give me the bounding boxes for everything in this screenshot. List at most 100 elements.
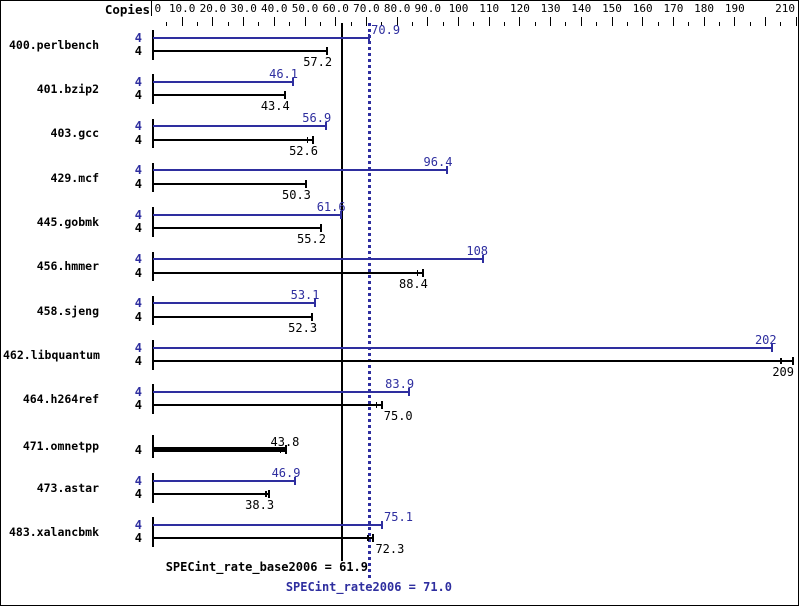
- bar-end-cap: [421, 268, 424, 277]
- group-axis-segment: [152, 30, 154, 60]
- axis-tick-major: [488, 17, 490, 26]
- group-axis-segment: [152, 435, 154, 459]
- axis-tick-major: [519, 17, 521, 26]
- base-bar: [153, 94, 285, 97]
- peak-bar: [153, 523, 383, 526]
- peak-bar: [153, 36, 370, 39]
- bar-value-label: 75.1: [384, 509, 413, 524]
- axis-tick-minor: [626, 22, 628, 26]
- benchmark-label: 483.xalancbmk: [8, 525, 99, 540]
- base-bar: [153, 315, 313, 318]
- copies-label: 4: [134, 221, 142, 236]
- axis-tick-major: [734, 17, 736, 26]
- copies-label: 4: [134, 340, 142, 355]
- bar-end-cap: [311, 135, 314, 144]
- peak-bar: [153, 169, 448, 172]
- bar-end-cap: [304, 179, 307, 188]
- bar-value-label: 52.6: [289, 143, 318, 158]
- base-bar: [153, 271, 423, 274]
- axis-tick-label: 60.0: [322, 2, 349, 15]
- base-bar: [153, 182, 306, 185]
- bar-value-label: 70.9: [371, 22, 401, 37]
- axis-tick-minor: [319, 22, 321, 26]
- bar-median-marker: [780, 358, 782, 365]
- bar-value-label: 55.2: [297, 232, 326, 247]
- axis-tick-minor: [442, 22, 444, 26]
- axis-tick-minor: [565, 22, 567, 26]
- base-bar: [153, 138, 313, 141]
- benchmark-label: 473.astar: [36, 480, 99, 495]
- bar-value-label: 61.6: [316, 199, 346, 214]
- bar-value-label: 108: [466, 244, 489, 258]
- axis-tick-label: 50.0: [291, 2, 319, 15]
- axis-tick-label: 110: [479, 2, 500, 15]
- base-mean-label: SPECint_rate_base2006 = 61.9: [165, 560, 368, 574]
- bar-end-cap: [292, 77, 295, 86]
- bar-end-cap: [372, 534, 375, 543]
- group-axis-segment: [152, 207, 154, 237]
- bar-end-cap: [319, 224, 322, 233]
- axis-tick-minor: [166, 22, 168, 26]
- benchmark-label: 401.bzip2: [36, 82, 99, 97]
- axis-tick-minor: [350, 22, 352, 26]
- axis-tick-label: 20.0: [199, 2, 227, 15]
- axis-tick-major: [580, 17, 582, 26]
- copies-label: 4: [134, 354, 142, 369]
- copies-label: 4: [134, 517, 142, 532]
- axis-tick-major: [550, 17, 552, 26]
- bar-end-cap: [325, 122, 328, 131]
- axis-tick-major: [212, 17, 214, 26]
- axis-tick-minor: [718, 22, 720, 26]
- bar-value-label: 56.9: [302, 111, 332, 126]
- axis-tick-label: 180: [694, 2, 715, 15]
- base-bar: [153, 227, 321, 230]
- group-axis-segment: [152, 118, 154, 149]
- benchmark-label: 471.omnetpp: [22, 439, 99, 454]
- bar-end-cap: [311, 312, 314, 321]
- bar-end-cap: [770, 343, 773, 352]
- group-axis-segment: [152, 517, 154, 547]
- axis-tick-label: 130: [540, 2, 561, 15]
- copies-label: 4: [134, 487, 142, 501]
- bar-value-label: 53.1: [290, 288, 320, 303]
- bar-value-label: 96.4: [423, 155, 453, 170]
- axis-tick-minor: [688, 22, 690, 26]
- bar-value-label: 43.8: [270, 434, 300, 449]
- group-axis-segment: [152, 251, 154, 281]
- axis-tick-major: [365, 17, 367, 26]
- group-axis-segment: [152, 162, 154, 193]
- benchmark-label: 429.mcf: [50, 170, 99, 185]
- bar-end-cap: [268, 490, 271, 498]
- axis-tick-major: [273, 17, 275, 26]
- peak-bar: [153, 258, 484, 260]
- bar-value-label: 202: [754, 332, 777, 347]
- axis-tick-minor: [749, 22, 751, 26]
- base-bar: [153, 404, 382, 407]
- benchmark-label: 403.gcc: [50, 126, 99, 141]
- benchmark-label: 462.libquantum: [3, 347, 100, 362]
- axis-tick-minor: [596, 22, 598, 26]
- axis-tick-minor: [504, 22, 506, 26]
- axis-tick-major: [458, 17, 459, 26]
- axis-tick-minor: [780, 22, 782, 26]
- copies-column-header: Copies: [104, 2, 150, 17]
- copies-label: 4: [134, 296, 142, 311]
- axis-tick-major: [335, 17, 337, 26]
- axis-tick-major: [642, 17, 644, 26]
- peak-mean-label: SPECint_rate2006 = 71.0: [285, 580, 452, 594]
- base-mean-line: [340, 23, 343, 561]
- bar-value-label: 52.3: [288, 320, 318, 335]
- axis-tick-label: 90.0: [414, 2, 442, 15]
- bar-end-cap: [313, 299, 316, 308]
- bar-value-label: 72.3: [375, 542, 405, 557]
- group-axis-segment: [152, 295, 154, 326]
- axis-tick-label: 150: [602, 2, 622, 15]
- axis-tick-label: 160: [632, 2, 653, 15]
- bar-end-cap: [408, 387, 411, 396]
- axis-tick-label: 30.0: [230, 2, 257, 15]
- bar-value-label: 46.1: [269, 66, 299, 81]
- bar-median-marker: [279, 446, 282, 453]
- peak-bar: [153, 479, 296, 482]
- peak-bar: [153, 125, 327, 128]
